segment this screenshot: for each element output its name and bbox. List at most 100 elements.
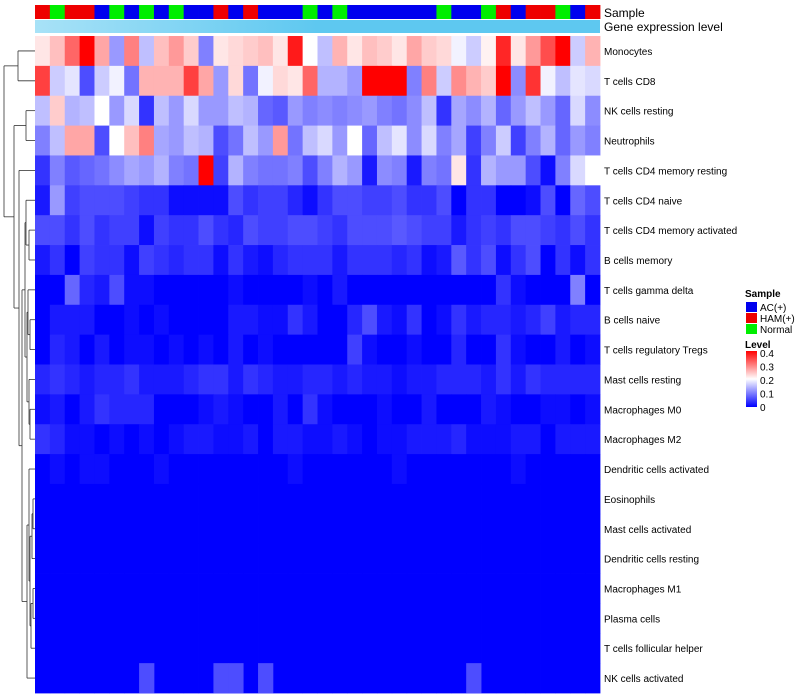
heatmap-cell — [317, 394, 333, 425]
heatmap-cell — [555, 454, 571, 485]
heatmap-cell — [362, 543, 378, 574]
heatmap-cell — [198, 155, 214, 186]
row-label: Macrophages M0 — [604, 405, 682, 416]
heatmap-cell — [35, 334, 51, 365]
heatmap-cell — [436, 513, 452, 545]
heatmap-cell — [362, 424, 378, 455]
heatmap-cell — [139, 36, 155, 67]
heatmap-cell — [49, 274, 66, 306]
heatmap-cell — [525, 274, 541, 306]
sample-track-cell — [510, 5, 527, 19]
heatmap-cell — [139, 364, 155, 395]
heatmap-cell — [64, 513, 81, 545]
heatmap-cell — [302, 304, 318, 336]
heatmap-cell — [49, 215, 66, 246]
heatmap-cell — [585, 95, 601, 126]
heatmap-cell — [94, 95, 110, 126]
heatmap-cell — [525, 215, 541, 246]
heatmap-cell — [109, 663, 125, 694]
heatmap-cell — [94, 483, 110, 515]
heatmap-cell — [124, 454, 140, 485]
heatmap-cell — [109, 513, 125, 545]
heatmap-cell — [168, 663, 185, 694]
heatmap-cell — [495, 95, 512, 126]
heatmap-cell — [79, 36, 95, 67]
heatmap-cell — [332, 65, 348, 97]
heatmap-cell — [421, 364, 437, 395]
heatmap-cell — [287, 454, 304, 485]
heatmap-cell — [243, 633, 259, 664]
heatmap-cell — [272, 215, 289, 246]
heatmap-cell — [436, 304, 452, 336]
heatmap-cell — [406, 36, 422, 67]
sample-track-cell — [228, 5, 244, 19]
heatmap-cell — [540, 454, 556, 485]
heatmap-cell — [362, 573, 378, 604]
heatmap-cell — [64, 603, 81, 634]
heatmap-cell — [317, 334, 333, 365]
heatmap-cell — [109, 304, 125, 336]
heatmap-cell — [466, 543, 482, 574]
heatmap-cell — [525, 513, 541, 545]
heatmap-cell — [391, 603, 408, 634]
sample-track-cell — [362, 5, 378, 19]
heatmap-cell — [272, 573, 289, 604]
heatmap-cell — [79, 65, 95, 97]
heatmap-cell — [555, 663, 571, 694]
heatmap-cell — [94, 394, 110, 425]
heatmap-cell — [228, 424, 244, 455]
heatmap-cell — [272, 334, 289, 365]
heatmap-cell — [451, 304, 467, 336]
heatmap-cell — [139, 125, 155, 156]
heatmap-cell — [347, 304, 363, 336]
heatmap-cell — [376, 394, 393, 425]
heatmap-cell — [49, 304, 66, 336]
heatmap-cell — [436, 185, 452, 216]
heatmap-cell — [109, 424, 125, 455]
heatmap-cell — [287, 334, 304, 365]
heatmap-cell — [94, 603, 110, 634]
heatmap-cell — [570, 215, 586, 246]
heatmap-cell — [362, 304, 378, 336]
heatmap-cell — [362, 633, 378, 664]
heatmap-cell — [198, 125, 214, 156]
heatmap-cell — [153, 424, 170, 455]
heatmap-cell — [287, 394, 304, 425]
heatmap-cell — [421, 95, 437, 126]
heatmap-cell — [64, 155, 81, 186]
heatmap-cell — [302, 334, 318, 365]
heatmap-cell — [198, 304, 214, 336]
heatmap-cell — [376, 364, 393, 395]
heatmap-cell — [451, 513, 467, 545]
heatmap-cell — [555, 125, 571, 156]
heatmap-cell — [510, 394, 527, 425]
row-label: Dendritic cells resting — [604, 555, 699, 566]
heatmap-cell — [109, 603, 125, 634]
heatmap-cell — [139, 603, 155, 634]
heatmap-cell — [317, 125, 333, 156]
heatmap-cell — [153, 245, 170, 276]
heatmap-cell — [35, 603, 51, 634]
heatmap-cell — [362, 364, 378, 395]
heatmap-cell — [555, 155, 571, 186]
heatmap-cell — [481, 304, 497, 336]
heatmap-cell — [183, 274, 199, 306]
heatmap-cell — [525, 633, 541, 664]
heatmap-cell — [272, 125, 289, 156]
heatmap-cell — [272, 633, 289, 664]
heatmap-cell — [35, 304, 51, 336]
heatmap-cell — [391, 185, 408, 216]
heatmap-cell — [585, 125, 601, 156]
heatmap-cell — [139, 543, 155, 574]
heatmap-cell — [168, 483, 185, 515]
heatmap-cell — [228, 573, 244, 604]
heatmap-cell — [124, 633, 140, 664]
heatmap-cell — [585, 424, 601, 455]
heatmap-cell — [510, 274, 527, 306]
heatmap-cell — [168, 334, 185, 365]
heatmap-cell — [213, 543, 229, 574]
row-label: Plasma cells — [604, 614, 660, 625]
heatmap-cell — [347, 155, 363, 186]
heatmap-cell — [198, 364, 214, 395]
heatmap-cell — [124, 95, 140, 126]
